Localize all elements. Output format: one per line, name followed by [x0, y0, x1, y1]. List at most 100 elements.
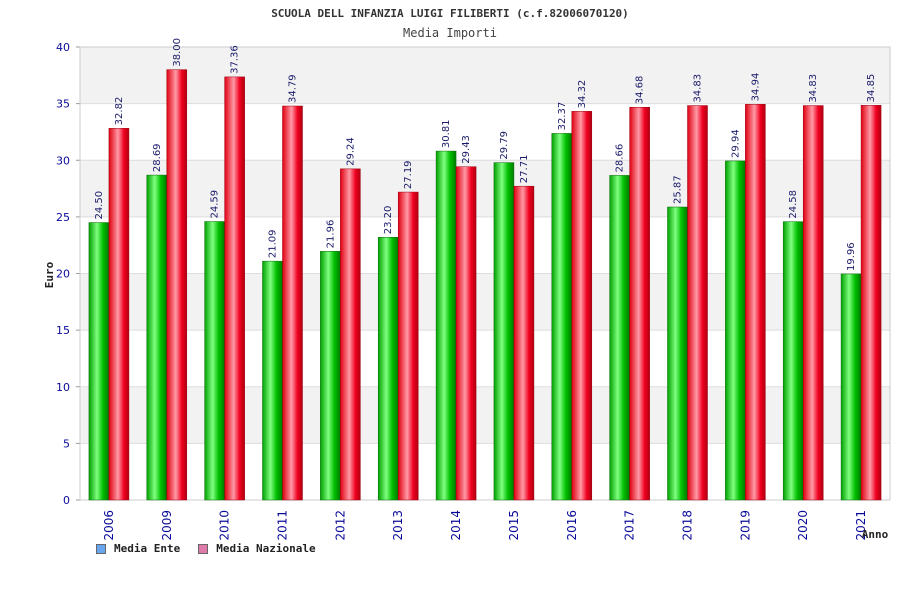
bar-value-label: 29.79	[499, 131, 510, 160]
bar-media-ente	[493, 162, 515, 501]
bar-value-label: 24.50	[94, 191, 105, 220]
legend-swatch-nazionale	[198, 543, 209, 554]
bar-value-label: 34.85	[866, 74, 877, 103]
bar-value-label: 28.69	[152, 143, 163, 172]
bar-value-label: 19.96	[846, 242, 857, 271]
bar-media-ente	[609, 175, 630, 501]
y-tick-label: 15	[56, 324, 70, 337]
bar-media-nazionale	[687, 105, 708, 501]
bar-value-label: 29.94	[730, 129, 741, 158]
bar-media-ente	[146, 174, 168, 501]
bar-value-label: 24.59	[210, 190, 221, 219]
x-tick-label: 2010	[218, 510, 232, 541]
data-labels: 24.50 32.82 28.69 38.00 24.59 37.36 21.09 34.79…	[94, 38, 877, 271]
bar-media-ente	[262, 260, 283, 501]
legend: Media Ente Media Nazionale	[96, 542, 316, 555]
grid-band	[80, 443, 890, 500]
bar-media-nazionale	[108, 128, 130, 501]
x-tick-label: 2011	[276, 510, 290, 541]
plot-frame	[79, 46, 891, 501]
y-tick-label: 0	[63, 494, 70, 507]
bar-media-nazionale	[513, 185, 535, 501]
chart-title: SCUOLA DELL INFANZIA LUIGI FILIBERTI (c.…	[271, 7, 629, 20]
bar-media-ente	[88, 222, 110, 501]
x-tick-label: 2013	[391, 510, 405, 541]
y-tick-label: 30	[56, 154, 70, 167]
bar-media-nazionale	[455, 166, 477, 501]
y-tick-label: 20	[56, 268, 70, 281]
bar-value-label: 38.00	[172, 38, 183, 67]
chart-subtitle: Media Importi	[403, 26, 497, 40]
bar-media-ente	[435, 150, 457, 501]
bar-media-nazionale	[802, 105, 824, 501]
y-tick-label: 40	[56, 41, 70, 54]
bar-media-ente	[840, 273, 862, 501]
grid-band	[80, 386, 890, 444]
x-tick-label: 2015	[507, 510, 521, 541]
bar-value-label: 34.32	[577, 80, 588, 109]
bar-value-label: 34.83	[808, 74, 819, 103]
bar-value-label: 34.79	[288, 74, 299, 103]
x-tick-label: 2020	[796, 510, 810, 541]
bar-media-ente	[377, 237, 399, 501]
bar-media-nazionale	[629, 106, 650, 501]
legend-label-nazionale: Media Nazionale	[216, 542, 316, 555]
x-tick-label: 2019	[738, 510, 752, 541]
bar-value-label: 34.68	[635, 76, 646, 105]
bar-media-nazionale	[340, 168, 361, 501]
bar-media-ente	[725, 160, 746, 501]
bar-media-ente	[204, 221, 225, 501]
y-tick-label: 35	[56, 98, 70, 111]
bar-media-ente	[551, 133, 573, 501]
bar-media-nazionale	[224, 76, 245, 501]
bar-value-label: 27.19	[403, 160, 414, 189]
bar-value-label: 21.09	[268, 230, 279, 259]
bar-value-label: 37.36	[230, 45, 241, 74]
axes: 0 5 10 15 20 25 30 35 40 2006 2009 2010 2011 2012 2013…	[56, 41, 891, 541]
grid-band	[80, 47, 890, 104]
grid	[80, 46, 890, 501]
bar-value-label: 24.58	[788, 190, 799, 219]
legend-item-nazionale: Media Nazionale	[198, 542, 316, 555]
y-tick-label: 5	[63, 437, 70, 450]
x-tick-label: 2006	[102, 510, 116, 541]
bar-media-nazionale	[282, 105, 303, 501]
bar-value-label: 25.87	[673, 175, 684, 204]
bar-value-label: 21.96	[325, 220, 336, 249]
x-axis-label: Anno	[862, 528, 889, 541]
legend-label-ente: Media Ente	[114, 542, 181, 555]
bar-value-label: 23.20	[383, 206, 394, 235]
bar-value-label: 29.24	[345, 137, 356, 166]
bar-media-ente	[667, 206, 688, 501]
bar-media-ente	[782, 221, 804, 501]
x-tick-label: 2016	[565, 510, 579, 541]
grid-band	[80, 330, 890, 387]
legend-item-ente: Media Ente	[96, 542, 180, 555]
x-tick-label: 2012	[333, 510, 347, 541]
y-tick-label: 25	[56, 211, 70, 224]
y-tick-label: 10	[56, 381, 70, 394]
x-tick-label: 2009	[160, 510, 174, 541]
legend-swatch-ente	[96, 543, 106, 554]
bar-value-label: 32.37	[557, 102, 568, 131]
bar-value-label: 32.82	[114, 97, 125, 126]
bar-value-label: 30.81	[441, 119, 452, 148]
bar-value-label: 27.71	[519, 155, 530, 184]
bar-media-ente	[320, 251, 341, 501]
y-axis-label: Euro	[43, 261, 56, 288]
bar-value-label: 28.66	[615, 144, 626, 173]
bars	[88, 69, 882, 501]
bar-value-label: 29.43	[461, 135, 472, 164]
bar-media-nazionale	[571, 111, 593, 501]
bar-media-nazionale	[166, 69, 188, 501]
bar-value-label: 34.83	[693, 74, 704, 103]
grid-band	[80, 273, 890, 331]
bar-value-label: 34.94	[750, 73, 761, 102]
bar-media-nazionale	[860, 105, 882, 501]
grid-band	[80, 160, 890, 217]
grid-band	[80, 216, 890, 274]
bar-media-nazionale	[745, 104, 766, 501]
x-tick-label: 2018	[681, 510, 695, 541]
x-tick-label: 2017	[623, 510, 637, 541]
